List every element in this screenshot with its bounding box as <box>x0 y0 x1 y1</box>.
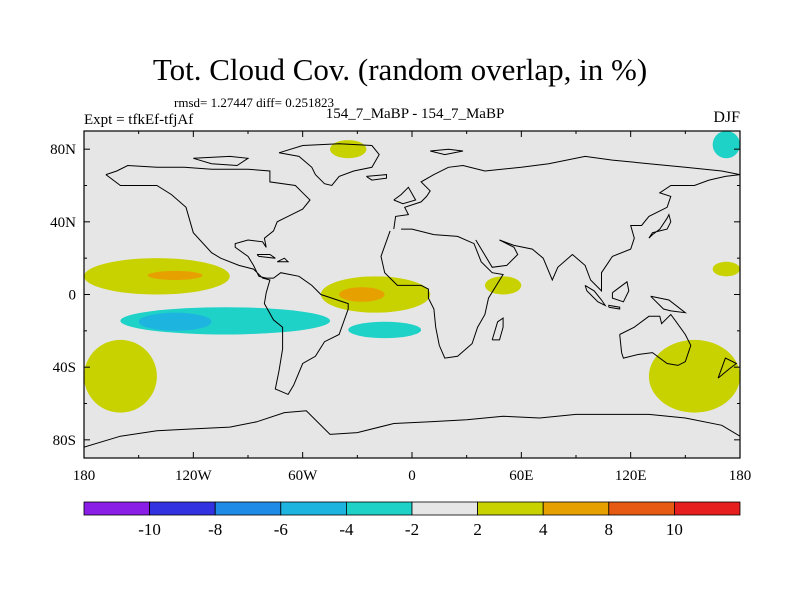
y-tick-label-1: 40N <box>50 215 76 231</box>
x-tick-label-1: 120W <box>175 468 213 484</box>
contour-fields <box>84 131 740 413</box>
contour-region-8 <box>712 131 740 159</box>
coastline-segment-9 <box>393 186 417 205</box>
coastline-segment-1 <box>380 228 504 359</box>
colorbar-label-6: 4 <box>539 520 548 539</box>
contour-region-6 <box>348 321 422 339</box>
contour-region-10 <box>648 339 740 413</box>
colorbar-box-2 <box>214 501 282 516</box>
y-tick-label-3: 40S <box>53 360 76 376</box>
coastline-segment-15 <box>276 257 290 263</box>
colorbar-label-3: -4 <box>339 520 354 539</box>
coastline-segment-13 <box>611 280 630 303</box>
season-label: DJF <box>713 109 740 126</box>
colorbar-box-7 <box>542 501 610 516</box>
coastline-segment-3 <box>105 164 349 396</box>
experiment-label: Expt = tfkEf-tfjAf <box>84 112 194 128</box>
colorbar-box-1 <box>149 501 216 516</box>
contour-region-5 <box>339 287 385 302</box>
coastline-segment-2 <box>475 174 740 293</box>
coastline-segment-20 <box>717 357 738 379</box>
coastline-segment-16 <box>256 254 276 259</box>
x-tick-label-4: 60E <box>509 468 533 484</box>
period-label: 154_7_MaBP - 154_7_MaBP <box>325 106 505 122</box>
x-tick-label-0: 180 <box>73 468 96 484</box>
coastlines <box>84 143 740 448</box>
colorbar-label-7: 8 <box>605 520 614 539</box>
coastline-segment-4 <box>278 143 380 187</box>
x-tick-label-6: 180 <box>729 468 752 484</box>
colorbar-label-1: -8 <box>208 520 222 539</box>
contour-region-11 <box>712 261 740 277</box>
contour-region-9 <box>84 339 157 413</box>
coastline-segment-18 <box>430 148 464 156</box>
coastline-segment-12 <box>608 304 621 310</box>
stats-label: rmsd= 1.27447 diff= 0.251823 <box>174 95 334 110</box>
contour-region-7 <box>330 140 367 159</box>
colorbar-box-0 <box>83 501 150 516</box>
colorbar-box-5 <box>411 501 478 516</box>
contour-region-1 <box>147 270 203 280</box>
colorbar: -10 -8 -6 -4 -2 2 4 8 10 <box>83 501 741 539</box>
coastline-segment-10 <box>648 213 672 239</box>
y-tick-label-2: 0 <box>69 288 77 304</box>
x-tick-label-3: 0 <box>408 468 416 484</box>
colorbar-label-4: -2 <box>405 520 419 539</box>
coastline-segment-14 <box>650 295 688 314</box>
contour-region-3 <box>138 312 212 331</box>
colorbar-box-9 <box>674 501 741 516</box>
coastline-segment-7 <box>84 421 258 448</box>
x-tick-label-5: 120E <box>615 468 647 484</box>
coastline-segment-5 <box>619 313 692 366</box>
plot-area <box>83 130 741 459</box>
axes: 180 120W 60W 0 60E 120E 180 80N 40N 0 40S 80S <box>50 131 751 484</box>
y-tick-label-4: 80S <box>53 433 76 449</box>
coastline-segment-6 <box>256 410 740 437</box>
x-tick-label-2: 60W <box>288 468 318 484</box>
colorbar-box-4 <box>345 501 413 516</box>
colorbar-box-3 <box>280 501 347 516</box>
colorbar-box-6 <box>477 501 544 516</box>
colorbar-label-2: -6 <box>274 520 288 539</box>
colorbar-label-5: 2 <box>473 520 482 539</box>
y-tick-label-0: 80N <box>50 142 76 158</box>
coastline-segment-8 <box>491 317 504 341</box>
chart-title: Tot. Cloud Cov. (random overlap, in %) <box>152 52 648 87</box>
coastline-segment-0 <box>393 155 740 230</box>
colorbar-box-8 <box>608 501 675 516</box>
colorbar-label-8: 10 <box>666 520 683 539</box>
coastline-segment-19 <box>193 155 250 167</box>
coastline-segment-17 <box>366 174 387 181</box>
contour-region-12 <box>484 276 522 295</box>
colorbar-label-0: -10 <box>138 520 161 539</box>
coastline-segment-11 <box>584 284 607 307</box>
